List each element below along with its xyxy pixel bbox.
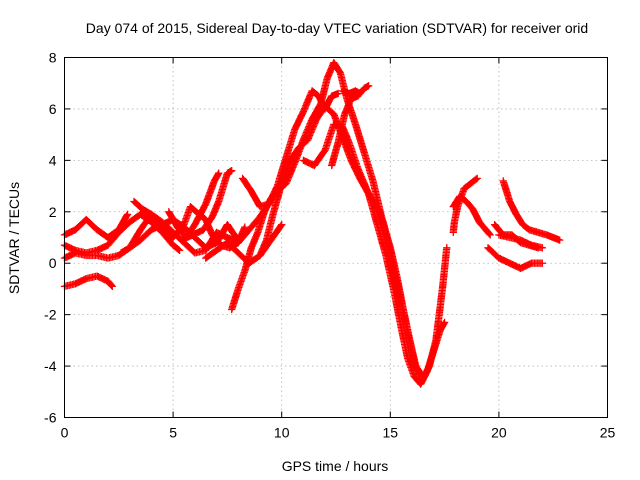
data-points: [60, 58, 564, 388]
series-track-1: [60, 210, 132, 242]
x-axis-label: GPS time / hours: [282, 458, 389, 474]
axis-ticks: [64, 57, 608, 418]
data-point-markers: [490, 220, 542, 252]
y-tick-label: 0: [49, 255, 57, 271]
x-tick-label: 0: [61, 425, 69, 441]
data-point-markers: [60, 210, 132, 242]
y-tick-label: -4: [44, 358, 57, 374]
data-point-markers: [228, 58, 451, 383]
data-point-markers: [499, 177, 564, 244]
y-tick-label: 6: [49, 101, 57, 117]
y-tick-label: 2: [49, 204, 57, 220]
series-track-20: [499, 177, 564, 244]
plot-frame: [64, 57, 608, 418]
x-tick-label: 15: [383, 425, 399, 441]
series-track-13: [299, 120, 425, 378]
series-track-17: [449, 192, 494, 239]
y-tick-labels: -6 -4 -2 0 2 4 6 8: [44, 50, 57, 426]
x-tick-label: 10: [274, 425, 290, 441]
series-track-21: [490, 220, 542, 252]
data-point-markers: [299, 120, 425, 378]
y-axis-label: SDTVAR / TECUs: [6, 182, 22, 294]
y-tick-label: 8: [49, 50, 57, 66]
data-point-markers: [60, 272, 116, 291]
series-track-10: [228, 58, 451, 383]
y-tick-label: -6: [44, 410, 57, 426]
x-tick-label: 25: [600, 425, 616, 441]
data-point-markers: [178, 166, 236, 244]
grid-lines: [64, 57, 608, 418]
data-point-markers: [449, 192, 494, 239]
data-point-markers: [328, 82, 373, 170]
x-tick-label: 20: [491, 425, 507, 441]
chart-title: Day 074 of 2015, Sidereal Day-to-day VTE…: [86, 20, 588, 36]
series-track-8: [178, 166, 236, 244]
series-track-4: [60, 272, 116, 291]
data-point-markers: [484, 244, 546, 273]
y-tick-label: 4: [49, 152, 57, 168]
series-track-15: [328, 82, 373, 170]
y-tick-label: -2: [44, 307, 57, 323]
x-tick-label: 5: [169, 425, 177, 441]
data-point-markers: [165, 169, 223, 242]
series-track-7: [165, 169, 223, 242]
x-tick-labels: 0 5 10 15 20 25: [61, 425, 616, 441]
series-track-18: [484, 244, 546, 273]
